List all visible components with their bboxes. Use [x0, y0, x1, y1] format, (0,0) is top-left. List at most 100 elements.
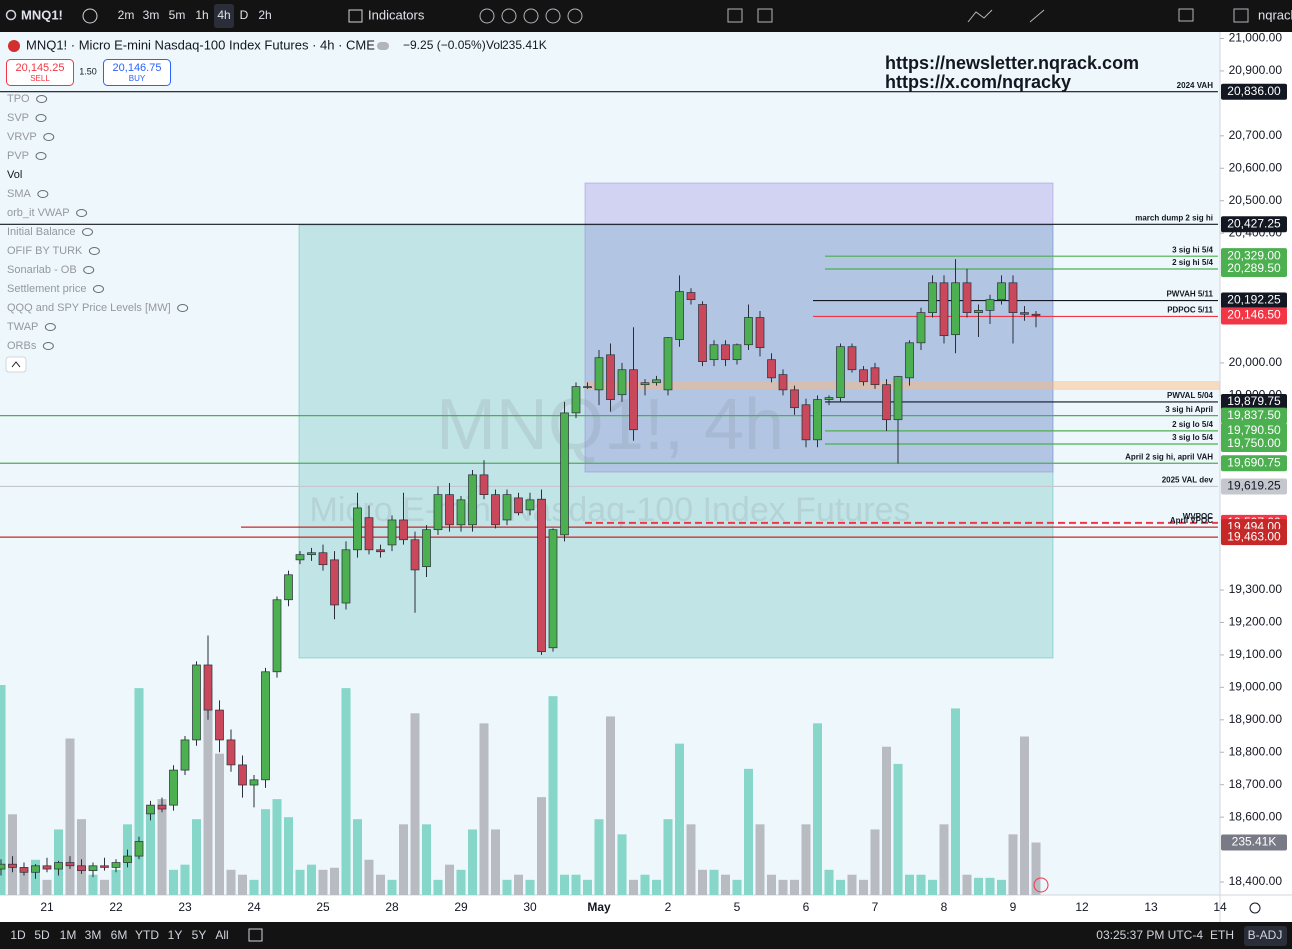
- range-button[interactable]: 1M: [60, 928, 77, 942]
- candle-body: [330, 559, 339, 606]
- interval-button[interactable]: 4h: [217, 8, 230, 22]
- volume-bar: [100, 879, 109, 895]
- volume-bar: [514, 874, 523, 895]
- range-button[interactable]: 5Y: [192, 928, 207, 942]
- time-tick-label: 14: [1213, 900, 1227, 914]
- volume-bar: [157, 799, 167, 895]
- tool-icon[interactable]: [1233, 8, 1249, 23]
- buy-price: 20,146.75: [113, 62, 162, 74]
- visibility-icon[interactable]: [35, 152, 47, 160]
- level-price-tag-bg: [1221, 292, 1287, 309]
- indicator-name[interactable]: orb_it VWAP: [7, 207, 70, 219]
- interval-button[interactable]: 2h: [258, 8, 271, 22]
- candle-body: [583, 386, 592, 388]
- visibility-icon[interactable]: [44, 323, 56, 331]
- tool-icon[interactable]: [757, 8, 773, 23]
- settings-icon[interactable]: [1249, 902, 1261, 914]
- indicator-name[interactable]: Vol: [7, 169, 22, 181]
- candle-body: [238, 764, 247, 786]
- volume-bar: [1008, 834, 1018, 895]
- candle-body: [870, 367, 880, 386]
- visibility-icon[interactable]: [43, 133, 55, 141]
- range-button[interactable]: All: [215, 928, 228, 942]
- symbol-title[interactable]: MNQ1! · Micro E-mini Nasdaq-100 Index Fu…: [26, 37, 375, 52]
- tool-icon[interactable]: [967, 9, 993, 23]
- tool-icon[interactable]: [1178, 8, 1194, 22]
- interval-button[interactable]: D: [240, 8, 249, 22]
- interval-button[interactable]: 3m: [143, 8, 160, 22]
- indicator-name[interactable]: SVP: [7, 112, 29, 124]
- indicator-name[interactable]: Initial Balance: [7, 226, 76, 238]
- last-volume-tag-bg: [1221, 834, 1287, 851]
- buy-button[interactable]: [103, 59, 171, 86]
- symbol-search[interactable]: MNQ1!: [21, 7, 63, 22]
- tool-icon[interactable]: [479, 8, 495, 24]
- candle-body: [859, 369, 868, 383]
- candle-body: [192, 664, 201, 741]
- candle-body: [675, 291, 684, 340]
- indicator-name[interactable]: ORBs: [7, 340, 37, 352]
- zone-band[interactable]: [585, 381, 1220, 390]
- indicator-name[interactable]: QQQ and SPY Price Levels [MW]: [7, 302, 171, 314]
- candle-body: [652, 379, 661, 384]
- indicator-name[interactable]: TPO: [7, 93, 30, 105]
- level-name: 3 sig lo 5/4: [1172, 433, 1213, 442]
- visibility-icon[interactable]: [88, 247, 100, 255]
- indicator-name[interactable]: OFIF BY TURK: [7, 245, 83, 257]
- visibility-icon[interactable]: [177, 304, 189, 312]
- visibility-icon[interactable]: [83, 266, 95, 274]
- collapse-button[interactable]: [5, 356, 27, 373]
- tool-icon[interactable]: [501, 8, 517, 24]
- indicators-button[interactable]: Indicators: [368, 7, 425, 22]
- volume-bar: [698, 869, 707, 895]
- level-price-tag: 20,192.25: [1227, 293, 1281, 307]
- time-tick-label: 21: [40, 900, 54, 914]
- volume-bar: [847, 874, 857, 895]
- candle-body: [468, 474, 477, 526]
- indicator-name[interactable]: Settlement price: [7, 283, 86, 295]
- visibility-icon[interactable]: [76, 209, 88, 217]
- session-toggle[interactable]: ETH: [1210, 928, 1234, 942]
- indicator-name[interactable]: PVP: [7, 150, 29, 162]
- indicator-name[interactable]: Sonarlab - OB: [7, 264, 77, 276]
- visibility-icon[interactable]: [36, 95, 48, 103]
- interval-button[interactable]: 1h: [195, 8, 208, 22]
- tool-icon[interactable]: [567, 8, 583, 24]
- range-button[interactable]: 1D: [10, 928, 26, 942]
- interval-button[interactable]: 5m: [169, 8, 186, 22]
- date-range-icon[interactable]: [248, 928, 263, 942]
- tool-icon[interactable]: [523, 8, 539, 24]
- indicator-name[interactable]: TWAP: [7, 321, 38, 333]
- range-button[interactable]: 3M: [85, 928, 102, 942]
- range-button[interactable]: 5D: [34, 928, 50, 942]
- visibility-icon[interactable]: [37, 190, 49, 198]
- level-name: April VPOC: [1170, 516, 1213, 525]
- candle-body: [882, 384, 891, 421]
- user-menu[interactable]: nqrack: [1258, 7, 1292, 22]
- visibility-icon[interactable]: [92, 285, 104, 293]
- adjust-toggle[interactable]: B-ADJ: [1248, 928, 1283, 942]
- range-button[interactable]: 6M: [111, 928, 128, 942]
- volume-bar: [663, 819, 673, 895]
- time-tick-label: 13: [1144, 900, 1158, 914]
- volume-bar: [859, 879, 868, 895]
- tool-icon[interactable]: [1029, 9, 1045, 23]
- alert-icon[interactable]: [1033, 877, 1049, 893]
- tool-icon[interactable]: [545, 8, 561, 24]
- indicator-name[interactable]: VRVP: [7, 131, 37, 143]
- visibility-icon[interactable]: [42, 342, 54, 350]
- level-price-tag-bg: [1221, 422, 1287, 439]
- range-button[interactable]: YTD: [135, 928, 159, 942]
- visibility-icon[interactable]: [82, 228, 93, 236]
- candle-body: [445, 494, 454, 526]
- sell-button[interactable]: [6, 59, 74, 86]
- level-price-tag: 20,427.25: [1227, 216, 1281, 230]
- candle-body: [169, 769, 178, 806]
- indicator-name[interactable]: SMA: [7, 188, 32, 200]
- interval-button[interactable]: 2m: [118, 8, 135, 22]
- tool-icon[interactable]: [727, 8, 743, 23]
- volume-bar: [939, 824, 949, 895]
- compare-button[interactable]: [82, 8, 98, 24]
- range-button[interactable]: 1Y: [168, 928, 183, 942]
- visibility-icon[interactable]: [35, 114, 47, 122]
